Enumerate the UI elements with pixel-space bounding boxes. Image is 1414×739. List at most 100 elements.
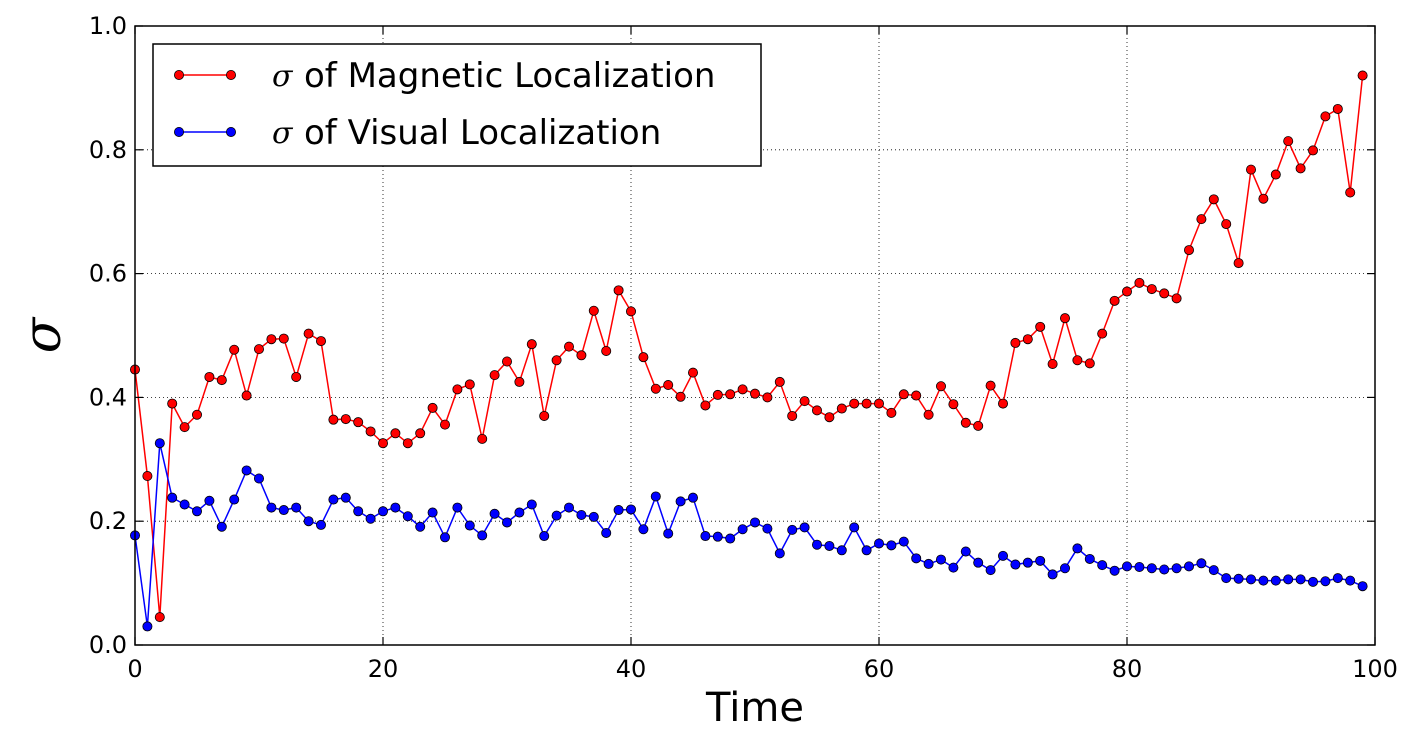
- data-point: [1258, 193, 1269, 204]
- data-point: [191, 409, 202, 420]
- data-point: [204, 495, 215, 506]
- data-point: [1221, 219, 1232, 230]
- data-point: [638, 524, 649, 535]
- data-point: [390, 428, 401, 439]
- x-tick-label: 100: [1352, 655, 1398, 683]
- data-point: [1357, 70, 1368, 81]
- x-tick-label: 60: [864, 655, 895, 683]
- legend-label: of Magnetic Localization: [304, 56, 715, 96]
- data-point: [439, 532, 450, 543]
- data-point: [1146, 284, 1157, 295]
- data-point: [787, 410, 798, 421]
- data-point: [985, 380, 996, 391]
- data-point: [501, 356, 512, 367]
- legend-marker: [225, 70, 236, 81]
- data-point: [936, 381, 947, 392]
- data-point: [849, 398, 860, 409]
- data-point: [960, 417, 971, 428]
- series-line: [134, 443, 1363, 627]
- data-point: [923, 558, 934, 569]
- data-point: [898, 389, 909, 400]
- data-point: [1208, 565, 1219, 576]
- data-point: [291, 502, 302, 513]
- data-point: [824, 540, 835, 551]
- data-point: [911, 390, 922, 401]
- data-point: [762, 523, 773, 534]
- data-point: [874, 538, 885, 549]
- data-point: [278, 333, 289, 344]
- data-point: [365, 513, 376, 524]
- y-axis-label: σ: [13, 316, 73, 353]
- data-point: [1022, 334, 1033, 345]
- data-point: [315, 336, 326, 347]
- data-point: [402, 438, 413, 449]
- data-point: [886, 407, 897, 418]
- data-point: [663, 380, 674, 391]
- data-point: [291, 371, 302, 382]
- data-point: [229, 344, 240, 355]
- data-point: [1122, 561, 1133, 572]
- data-point: [1171, 293, 1182, 304]
- data-point: [514, 376, 525, 387]
- data-point: [154, 438, 165, 449]
- data-point: [998, 398, 1009, 409]
- data-point: [1072, 543, 1083, 554]
- data-point: [675, 496, 686, 507]
- data-point: [415, 521, 426, 532]
- data-point: [1184, 561, 1195, 572]
- data-point: [1047, 569, 1058, 580]
- data-point: [712, 531, 723, 542]
- data-point: [1345, 187, 1356, 198]
- x-tick-label: 0: [127, 655, 142, 683]
- series-1: [129, 438, 1368, 632]
- data-point: [1258, 575, 1269, 586]
- data-point: [948, 399, 959, 410]
- data-point: [216, 375, 227, 386]
- legend-box: [152, 43, 762, 167]
- data-point: [167, 398, 178, 409]
- data-point: [1345, 575, 1356, 586]
- data-point: [353, 417, 364, 428]
- data-point: [1134, 562, 1145, 573]
- data-point: [564, 502, 575, 513]
- data-point: [365, 426, 376, 437]
- data-point: [526, 499, 537, 510]
- data-point: [725, 389, 736, 400]
- data-point: [576, 510, 587, 521]
- data-point: [1159, 564, 1170, 575]
- data-point: [1295, 574, 1306, 585]
- data-point: [390, 502, 401, 513]
- data-point: [1109, 565, 1120, 576]
- data-point: [266, 502, 277, 513]
- data-point: [551, 355, 562, 366]
- data-point: [179, 499, 190, 510]
- data-point: [650, 383, 661, 394]
- series-layer: [129, 70, 1368, 632]
- data-point: [179, 422, 190, 433]
- data-point: [650, 491, 661, 502]
- data-point: [489, 370, 500, 381]
- data-point: [427, 402, 438, 413]
- y-tick-label: 0.6: [89, 260, 127, 288]
- data-point: [1171, 563, 1182, 574]
- data-point: [948, 562, 959, 573]
- data-point: [923, 409, 934, 420]
- y-tick-label: 0.0: [89, 631, 127, 659]
- data-point: [998, 550, 1009, 561]
- data-point: [142, 471, 153, 482]
- data-point: [874, 398, 885, 409]
- data-point: [1196, 558, 1207, 569]
- series-0: [129, 70, 1368, 623]
- data-point: [973, 420, 984, 431]
- data-point: [1308, 145, 1319, 156]
- data-point: [588, 305, 599, 316]
- data-point: [253, 344, 264, 355]
- data-point: [1134, 277, 1145, 288]
- data-point: [1084, 358, 1095, 369]
- data-point: [861, 545, 872, 556]
- data-point: [539, 410, 550, 421]
- data-point: [601, 527, 612, 538]
- data-point: [799, 522, 810, 533]
- data-point: [663, 528, 674, 539]
